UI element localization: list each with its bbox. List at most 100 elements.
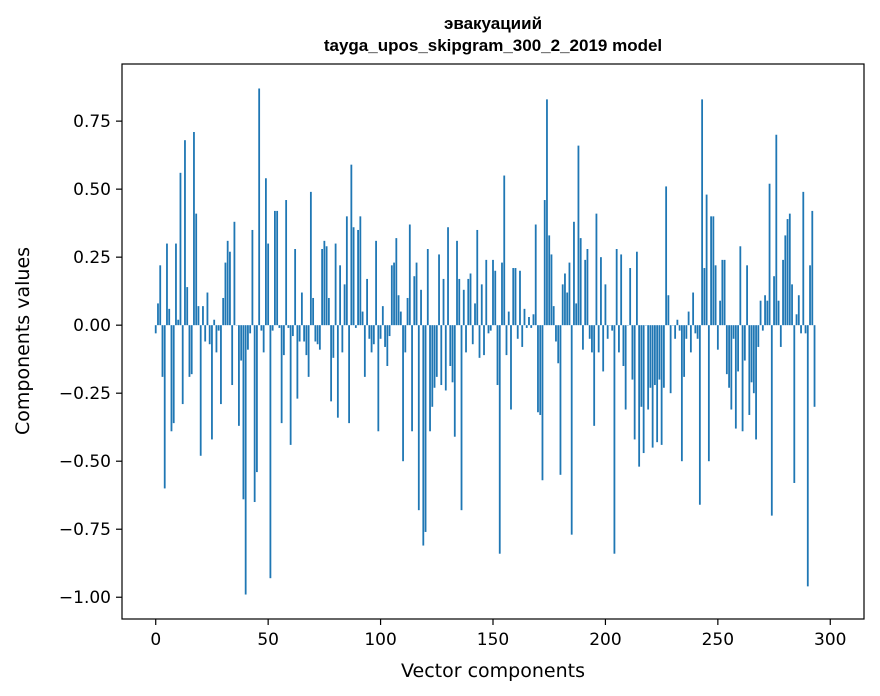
bar-198 xyxy=(600,257,602,326)
bar-5 xyxy=(166,243,168,326)
bar-277 xyxy=(777,300,780,326)
bar-255 xyxy=(728,325,730,388)
bar-29 xyxy=(220,325,222,405)
bar-123 xyxy=(431,325,434,407)
bar-226 xyxy=(662,325,665,388)
bar-103 xyxy=(386,325,389,366)
bar-253 xyxy=(723,259,726,326)
bar-234 xyxy=(680,325,683,462)
bar-78 xyxy=(330,325,333,402)
bar-293 xyxy=(813,325,816,407)
bar-211 xyxy=(629,268,632,326)
bar-23 xyxy=(206,292,209,326)
bar-14 xyxy=(186,287,189,326)
bar-154 xyxy=(501,262,503,326)
bar-152 xyxy=(496,325,499,386)
bar-107 xyxy=(395,238,398,326)
bar-31 xyxy=(224,262,227,326)
bar-126 xyxy=(438,254,440,326)
bar-13 xyxy=(184,140,186,326)
bar-105 xyxy=(390,265,393,326)
bar-67 xyxy=(305,325,308,356)
bar-42 xyxy=(249,325,252,334)
bar-250 xyxy=(716,325,719,350)
bar-208 xyxy=(622,325,625,366)
bar-97 xyxy=(372,325,375,345)
bar-184 xyxy=(568,262,571,326)
bar-246 xyxy=(707,325,710,462)
y-tick-label: −0.50 xyxy=(59,452,111,472)
bar-191 xyxy=(584,259,587,326)
y-tick-label: 0.00 xyxy=(73,316,111,336)
bar-7 xyxy=(170,325,173,432)
bar-120 xyxy=(424,325,427,532)
bar-92 xyxy=(361,311,364,326)
bar-173 xyxy=(543,200,546,326)
bar-127 xyxy=(440,325,443,386)
bar-24 xyxy=(208,325,211,345)
bar-227 xyxy=(665,186,668,326)
bar-172 xyxy=(541,325,544,481)
bar-220 xyxy=(649,325,652,388)
bar-149 xyxy=(489,325,492,331)
bar-267 xyxy=(755,325,757,440)
bar-264 xyxy=(748,325,751,415)
bar-205 xyxy=(615,249,618,326)
bar-8 xyxy=(172,325,175,424)
bar-235 xyxy=(683,325,686,377)
bar-22 xyxy=(204,325,207,342)
bar-21 xyxy=(202,306,204,326)
bar-110 xyxy=(402,325,404,462)
bar-190 xyxy=(582,325,584,350)
bar-141 xyxy=(471,325,474,345)
bar-176 xyxy=(550,254,553,326)
bar-168 xyxy=(532,314,535,326)
bar-63 xyxy=(296,325,299,399)
bar-245 xyxy=(705,194,708,326)
bar-290 xyxy=(806,325,809,587)
bar-118 xyxy=(420,289,422,326)
bar-121 xyxy=(426,249,429,326)
bar-238 xyxy=(689,325,692,353)
bar-143 xyxy=(476,229,479,326)
bar-276 xyxy=(775,134,778,326)
bar-58 xyxy=(285,200,288,326)
x-axis: 0 50 100 150 200 250 300 xyxy=(150,619,846,650)
bar-163 xyxy=(521,325,524,347)
bar-119 xyxy=(422,325,425,546)
bar-156 xyxy=(505,325,508,356)
bar-134 xyxy=(456,240,458,326)
bar-1 xyxy=(157,303,159,326)
bar-136 xyxy=(460,325,463,511)
bar-188 xyxy=(577,145,580,326)
bar-266 xyxy=(752,325,755,394)
bar-54 xyxy=(276,210,279,326)
bar-75 xyxy=(323,240,326,326)
x-tick-label: 0 xyxy=(150,630,161,650)
bar-33 xyxy=(229,251,231,326)
bar-185 xyxy=(570,325,573,535)
bar-128 xyxy=(442,278,445,326)
bar-145 xyxy=(480,284,483,326)
y-tick-label: −0.25 xyxy=(59,384,111,404)
bar-248 xyxy=(712,216,715,326)
bar-45 xyxy=(256,325,258,473)
bar-224 xyxy=(658,325,661,380)
bar-74 xyxy=(321,249,324,326)
bar-286 xyxy=(797,295,800,326)
bar-178 xyxy=(555,325,557,342)
bar-212 xyxy=(631,325,634,380)
bar-232 xyxy=(676,319,679,326)
bar-102 xyxy=(384,325,386,347)
bar-76 xyxy=(325,246,328,326)
bar-52 xyxy=(271,325,274,331)
bar-64 xyxy=(298,325,301,342)
bar-46 xyxy=(258,88,261,326)
bar-18 xyxy=(195,213,198,326)
bar-87 xyxy=(350,164,353,326)
bar-233 xyxy=(678,325,681,331)
x-tick-label: 300 xyxy=(814,630,846,650)
bar-0 xyxy=(154,325,157,334)
bar-72 xyxy=(316,325,319,345)
